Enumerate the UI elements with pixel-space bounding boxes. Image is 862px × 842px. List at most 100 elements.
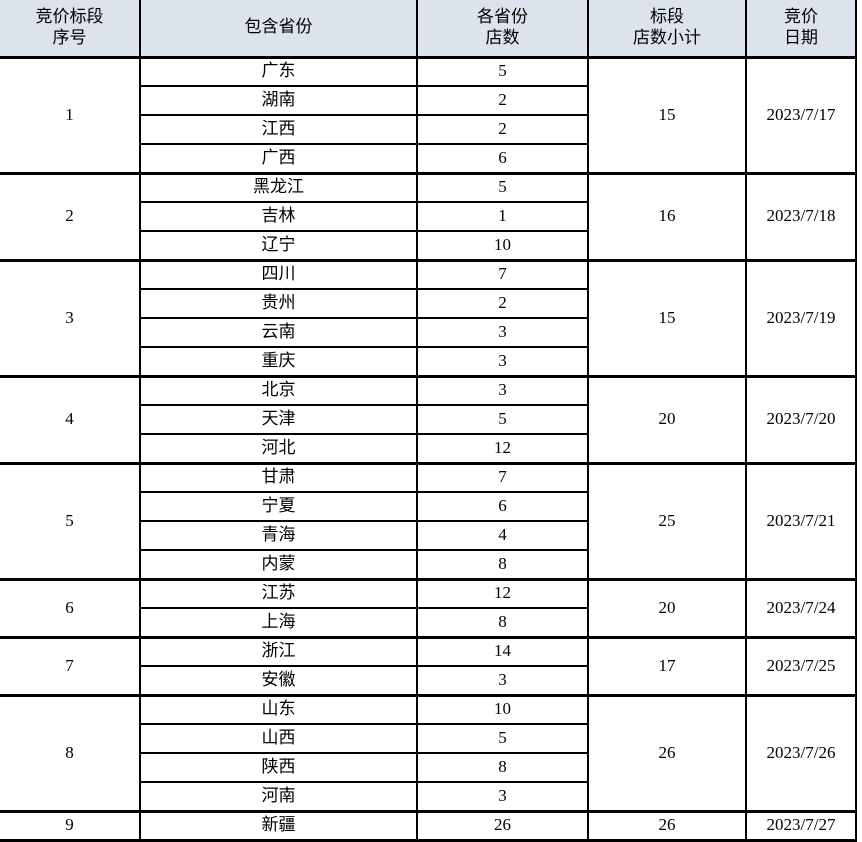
province-cell: 北京 [140, 376, 418, 406]
province-cell: 浙江 [140, 637, 418, 667]
province-store-count-cell: 3 [417, 347, 589, 378]
province-cell: 湖南 [140, 86, 418, 116]
province-store-count-cell: 10 [417, 231, 589, 262]
province-cell: 甘肃 [140, 463, 418, 493]
province-cell: 广东 [140, 57, 418, 87]
column-header-bid-seq: 竞价标段 序号 [0, 0, 141, 59]
table-row: 广西 6 [0, 144, 856, 175]
bid-seq-cell: 8 [0, 695, 141, 813]
column-header-bid-date: 竞价 日期 [746, 0, 857, 59]
column-header-province-store-count: 各省份 店数 [417, 0, 589, 59]
column-header-bid-seq-line2: 序号 [52, 27, 87, 47]
column-header-bid-store-subtotal-line2: 店数小计 [633, 27, 701, 47]
column-header-province-store-count-line2: 店数 [485, 27, 520, 47]
province-cell: 新疆 [140, 811, 418, 842]
column-header-bid-seq-line1: 竞价标段 [35, 7, 104, 27]
bid-store-subtotal-cell: 20 [588, 376, 747, 465]
table-row: 河南 3 [0, 782, 856, 813]
bid-date-cell: 2023/7/27 [746, 811, 857, 842]
table-row: 吉林 1 [0, 202, 856, 232]
bid-date-cell: 2023/7/17 [746, 57, 857, 175]
bid-seq-cell: 7 [0, 637, 141, 697]
province-cell: 吉林 [140, 202, 418, 232]
province-store-count-cell: 1 [417, 202, 589, 232]
province-cell: 宁夏 [140, 492, 418, 522]
table-row: 上海 8 [0, 608, 856, 639]
province-store-count-cell: 3 [417, 318, 589, 348]
province-cell: 安徽 [140, 666, 418, 697]
bid-date-cell: 2023/7/25 [746, 637, 857, 697]
bid-seq-cell: 6 [0, 579, 141, 639]
province-cell: 黑龙江 [140, 173, 418, 203]
bid-seq-cell: 3 [0, 260, 141, 378]
province-store-count-cell: 10 [417, 695, 589, 725]
province-cell: 河北 [140, 434, 418, 465]
table-row: 湖南 2 [0, 86, 856, 116]
province-store-count-cell: 26 [417, 811, 589, 842]
bid-store-subtotal-cell: 17 [588, 637, 747, 697]
province-cell: 陕西 [140, 753, 418, 783]
bid-date-cell: 2023/7/19 [746, 260, 857, 378]
table-header: 竞价标段 序号 包含省份 各省份 店数 标段 店数小计 竞价 日期 [0, 0, 857, 59]
province-store-count-cell: 8 [417, 753, 589, 783]
bid-seq-cell: 2 [0, 173, 141, 262]
province-store-count-cell: 6 [417, 492, 589, 522]
table-row: 重庆 3 [0, 347, 856, 378]
province-cell: 河南 [140, 782, 418, 813]
province-store-count-cell: 14 [417, 637, 589, 667]
table-row: 9 新疆 26 26 2023/7/27 [0, 811, 857, 842]
province-store-count-cell: 3 [417, 666, 589, 697]
province-cell: 贵州 [140, 289, 418, 319]
bid-date-cell: 2023/7/21 [746, 463, 857, 581]
province-store-count-cell: 6 [417, 144, 589, 175]
column-header-provinces-line1: 包含省份 [244, 17, 313, 37]
bid-store-subtotal-cell: 26 [588, 695, 747, 813]
province-store-count-cell: 5 [417, 405, 589, 435]
column-header-bid-date-line1: 竞价 [784, 7, 818, 27]
header-row: 竞价标段 序号 包含省份 各省份 店数 标段 店数小计 竞价 日期 [0, 0, 857, 59]
bid-date-cell: 2023/7/20 [746, 376, 857, 465]
column-header-bid-store-subtotal-line1: 标段 [650, 7, 684, 27]
table-row: 1 广东 5 15 2023/7/17 [0, 57, 857, 175]
table-row: 江西 2 [0, 115, 856, 145]
table-row: 河北 12 [0, 434, 856, 465]
province-cell: 云南 [140, 318, 418, 348]
province-cell: 重庆 [140, 347, 418, 378]
province-cell: 江西 [140, 115, 418, 145]
bid-seq-cell: 1 [0, 57, 141, 175]
table-row: 辽宁 10 [0, 231, 856, 262]
bid-store-subtotal-cell: 16 [588, 173, 747, 262]
column-header-bid-date-line2: 日期 [784, 27, 818, 47]
province-store-count-cell: 3 [417, 782, 589, 813]
province-store-count-cell: 4 [417, 521, 589, 551]
province-cell: 辽宁 [140, 231, 418, 262]
province-cell: 内蒙 [140, 550, 418, 581]
province-store-count-cell: 8 [417, 550, 589, 581]
table-row: 山西 5 [0, 724, 856, 754]
table-row: 7 浙江 14 17 2023/7/25 [0, 637, 857, 697]
province-store-count-cell: 2 [417, 115, 589, 145]
province-store-count-cell: 5 [417, 724, 589, 754]
province-cell: 山西 [140, 724, 418, 754]
bid-date-cell: 2023/7/18 [746, 173, 857, 262]
province-store-count-cell: 8 [417, 608, 589, 639]
bid-date-cell: 2023/7/26 [746, 695, 857, 813]
table-row: 云南 3 [0, 318, 856, 348]
bid-date-cell: 2023/7/24 [746, 579, 857, 639]
province-store-count-cell: 3 [417, 376, 589, 406]
bid-store-subtotal-cell: 15 [588, 260, 747, 378]
table-row: 天津 5 [0, 405, 856, 435]
column-header-provinces: 包含省份 [140, 0, 418, 59]
bid-seq-cell: 5 [0, 463, 141, 581]
province-store-count-cell: 5 [417, 173, 589, 203]
province-cell: 四川 [140, 260, 418, 290]
province-cell: 天津 [140, 405, 418, 435]
table-row: 2 黑龙江 5 16 2023/7/18 [0, 173, 857, 262]
province-store-count-cell: 12 [417, 579, 589, 609]
bid-store-subtotal-cell: 26 [588, 811, 747, 842]
bid-store-subtotal-cell: 25 [588, 463, 747, 581]
province-store-count-cell: 7 [417, 463, 589, 493]
province-store-count-cell: 7 [417, 260, 589, 290]
table-row: 8 山东 10 26 2023/7/26 [0, 695, 857, 813]
